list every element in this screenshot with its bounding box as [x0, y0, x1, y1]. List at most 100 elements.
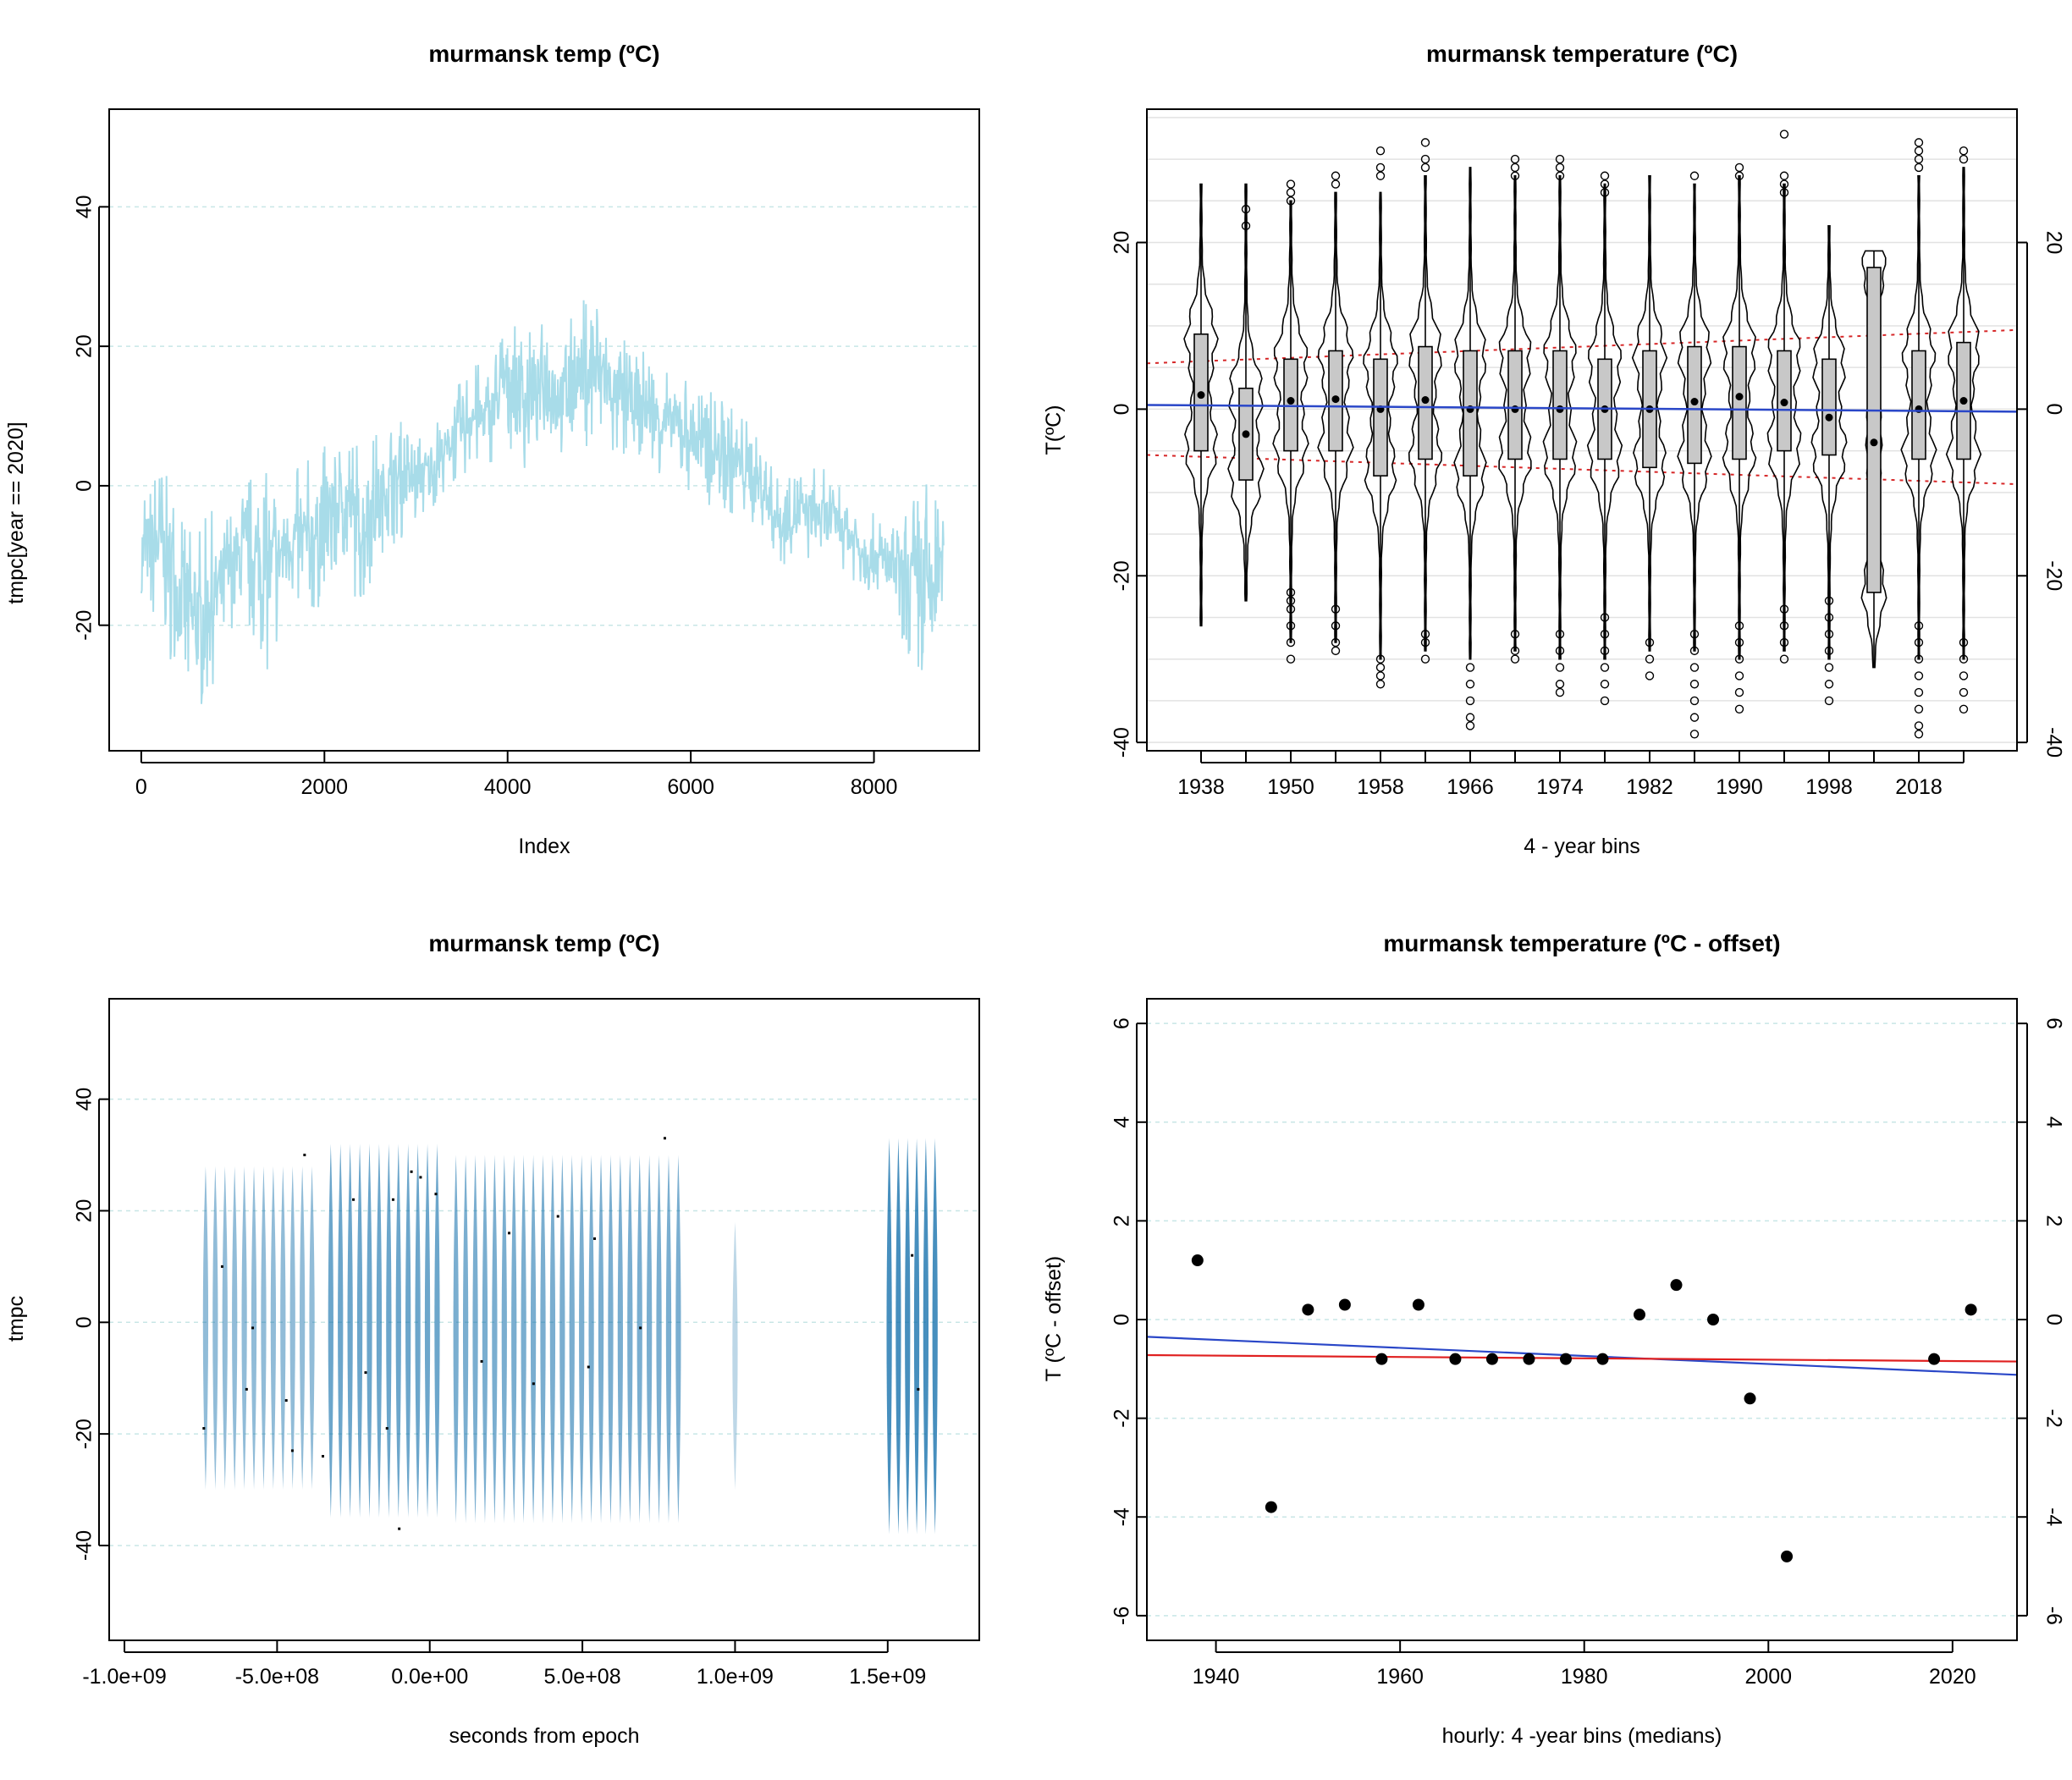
outlier-point — [1734, 171, 1744, 180]
median-point — [1690, 398, 1699, 406]
outlier-point — [1959, 671, 1969, 681]
density-strip — [579, 1155, 585, 1524]
trend-line — [1146, 404, 2018, 413]
x-tick-label: 4000 — [484, 775, 532, 799]
chart-title: murmansk temperature (ºC - offset) — [1383, 930, 1780, 956]
y-tick-label: -4 — [1110, 1507, 1134, 1526]
y-tick-label: -20 — [1110, 560, 1134, 591]
outlier-point — [1645, 671, 1655, 681]
x-tick-label: 5.0e+08 — [544, 1665, 621, 1689]
median-point — [1870, 438, 1878, 447]
outlier-point — [480, 1359, 483, 1363]
x-axis-label: hourly: 4 -year bins (medians) — [1442, 1724, 1722, 1748]
density-strip — [627, 1155, 633, 1524]
density-strip — [521, 1155, 526, 1524]
density-strip — [913, 1138, 920, 1535]
y-tick-label-right: -20 — [2042, 560, 2065, 591]
data-point — [1965, 1303, 1977, 1316]
outlier-point — [352, 1198, 355, 1201]
outlier-point — [1689, 730, 1700, 739]
outlier-point — [1914, 154, 1924, 164]
iqr-box — [1373, 358, 1388, 477]
density-strip — [559, 1155, 565, 1524]
outlier-point — [1779, 130, 1789, 139]
outlier-point — [1375, 654, 1386, 664]
data-point — [1449, 1353, 1462, 1365]
outlier-point — [1824, 680, 1834, 689]
violin-outline — [1363, 191, 1398, 660]
outlier-point — [1779, 171, 1789, 180]
x-tick-label: -1.0e+09 — [82, 1665, 166, 1689]
y-tick-label: 2 — [1110, 1215, 1134, 1226]
data-point — [1338, 1298, 1351, 1311]
outlier-point — [1555, 629, 1565, 639]
outlier-point — [1286, 604, 1296, 614]
y-tick-label-right: -4 — [2042, 1507, 2065, 1526]
density-strip — [202, 1166, 209, 1491]
outlier-point — [1331, 171, 1341, 180]
outlier-point — [1286, 621, 1296, 631]
outlier-point — [1779, 188, 1789, 197]
outlier-point — [202, 1427, 206, 1430]
outlier-point — [245, 1387, 248, 1391]
outlier-point — [593, 1237, 597, 1240]
x-tick-label: 1966 — [1447, 775, 1494, 799]
y-tick-label-right: 2 — [2042, 1215, 2065, 1226]
outlier-point — [1555, 171, 1565, 180]
median-point — [1959, 397, 1968, 405]
density-strip — [415, 1143, 421, 1518]
density-strip — [923, 1138, 929, 1535]
outlier-point — [1689, 713, 1700, 722]
outlier-point — [1465, 663, 1475, 672]
outlier-point — [419, 1176, 422, 1179]
outlier-point — [1689, 646, 1700, 656]
data-point — [1670, 1279, 1683, 1292]
y-tick-label-right: 20 — [2042, 231, 2065, 255]
density-strip — [395, 1143, 401, 1518]
y-tick-label: 0 — [73, 1316, 96, 1328]
axes: -6 -4 -2 0 2 4 6 -6 -4 -2 0 2 4 6 1940 1960 1980 2000 2020 — [1110, 1017, 2066, 1689]
outlier-point — [1914, 138, 1924, 147]
outlier-point — [1600, 179, 1610, 189]
outlier-point — [1600, 629, 1610, 639]
y-tick-label-right: -40 — [2042, 727, 2065, 758]
data-point — [1707, 1314, 1720, 1325]
outlier-point — [398, 1527, 401, 1530]
data-point — [1191, 1254, 1204, 1267]
outlier-point — [1375, 680, 1386, 689]
median-point — [1780, 399, 1788, 407]
density-strip — [665, 1155, 672, 1524]
data-point — [1596, 1353, 1609, 1365]
iqr-box — [1866, 267, 1882, 593]
y-tick-label-right: -6 — [2042, 1606, 2065, 1625]
violin-outline — [1722, 175, 1757, 660]
outlier-point — [1420, 138, 1430, 147]
data-point — [1633, 1309, 1645, 1321]
outlier-point — [1510, 171, 1520, 180]
x-axis-label: seconds from epoch — [449, 1724, 639, 1748]
outlier-point — [1824, 663, 1834, 672]
violin-outline — [1453, 167, 1487, 660]
outlier-point — [1914, 671, 1924, 681]
median-point — [1331, 395, 1340, 404]
outlier-point — [1465, 721, 1475, 730]
violin-outline — [1227, 183, 1265, 602]
outlier-point — [303, 1154, 306, 1157]
violin-outline — [1945, 167, 1982, 660]
density-strip — [530, 1155, 537, 1524]
outlier-point — [1286, 179, 1296, 189]
outlier-point — [434, 1193, 438, 1196]
upper-band-line — [1146, 328, 2018, 365]
outlier-point — [1734, 687, 1744, 697]
outlier-point — [1286, 654, 1296, 664]
outlier-point — [1689, 680, 1700, 689]
y-axis-label: T(ºC) — [1042, 405, 1066, 455]
density-strip — [376, 1143, 383, 1518]
outlier-point — [1465, 680, 1475, 689]
y-tick-label: -2 — [1110, 1408, 1134, 1427]
density-strip — [270, 1166, 277, 1491]
density-strip — [366, 1143, 372, 1518]
outlier-point — [1286, 196, 1296, 206]
density-strip — [222, 1166, 228, 1491]
y-tick-label: 0 — [73, 480, 96, 492]
